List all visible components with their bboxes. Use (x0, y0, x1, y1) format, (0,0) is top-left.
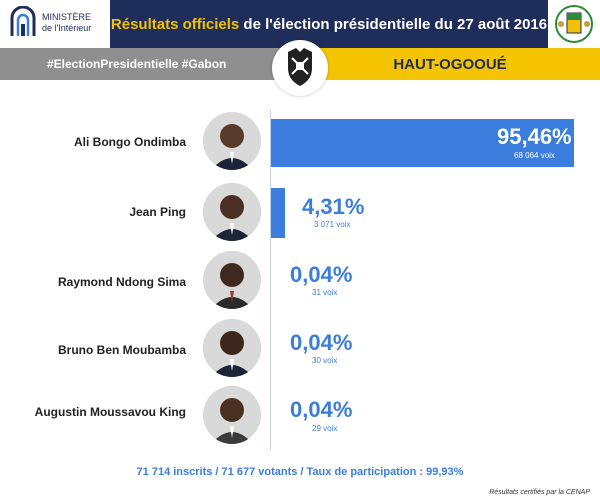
candidate-avatar (203, 386, 261, 444)
region-name: HAUT-OGOOUÉ (393, 55, 507, 73)
vote-count-label: 30 voix (312, 356, 338, 365)
candidate-avatar (203, 251, 261, 309)
emblem-box (548, 0, 600, 48)
participation-summary: 71 714 inscrits / 71 677 votants / Taux … (136, 466, 464, 478)
percentage-label: 0,04% (290, 330, 353, 355)
candidate-avatar (203, 319, 261, 377)
page-title: Résultats officiels de l'élection présid… (111, 16, 547, 33)
vote-count-label: 3 071 voix (314, 220, 351, 229)
gabon-coat-of-arms-icon (555, 5, 593, 43)
candidate-name: Augustin Moussavou King (34, 405, 186, 419)
candidate-name: Raymond Ndong Sima (57, 275, 186, 289)
percentage-label: 0,04% (290, 262, 353, 287)
vote-count-label: 31 voix (312, 288, 338, 297)
candidate-name: Jean Ping (129, 205, 186, 219)
result-bar (271, 188, 285, 238)
ministry-name-line-1: MINISTÈRE (42, 12, 92, 22)
candidate-name: Bruno Ben Moubamba (58, 343, 186, 357)
candidate-avatar (203, 183, 261, 241)
title-rest: de l'élection présidentielle du 27 août … (239, 15, 548, 33)
percentage-label: 0,04% (290, 397, 353, 422)
result-bar (271, 119, 574, 167)
percentage-label: 95,46% (497, 124, 572, 149)
hashtags: #ElectionPresidentielle #Gabon (47, 57, 227, 71)
title-bar: Résultats officiels de l'élection présid… (110, 0, 548, 48)
vote-count-label: 68 064 voix (514, 151, 555, 160)
chart-axis-line (270, 110, 271, 450)
ministry-logo-icon (10, 6, 36, 36)
title-highlight: Résultats officiels (110, 15, 240, 33)
region-emblem (272, 40, 328, 96)
hashtag-bar (0, 48, 300, 80)
region-coat-of-arms-icon (288, 48, 312, 86)
vote-count-label: 29 voix (312, 424, 338, 433)
region-bar (300, 48, 600, 80)
percentage-label: 4,31% (302, 194, 365, 219)
candidate-avatar (203, 112, 261, 170)
ministry-block: MINISTÈRE de l'Intérieur (0, 0, 110, 48)
ministry-name-line-2: de l'Intérieur (42, 23, 92, 33)
ministry-name: MINISTÈRE de l'Intérieur (42, 12, 91, 34)
candidate-name: Ali Bongo Ondimba (74, 135, 186, 149)
certification-note: Résultats certifiés par la CENAP (489, 489, 590, 496)
